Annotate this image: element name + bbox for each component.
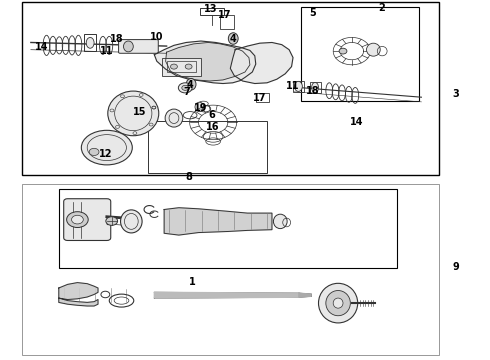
- Text: 1: 1: [189, 276, 196, 287]
- Circle shape: [178, 83, 192, 93]
- Text: 13: 13: [204, 4, 218, 14]
- FancyBboxPatch shape: [119, 40, 158, 53]
- Polygon shape: [230, 42, 293, 84]
- Text: 8: 8: [185, 172, 192, 182]
- Ellipse shape: [165, 109, 183, 127]
- Ellipse shape: [228, 33, 238, 44]
- Text: 12: 12: [98, 149, 112, 159]
- Bar: [148, 121, 267, 173]
- Ellipse shape: [326, 291, 350, 316]
- Circle shape: [185, 64, 192, 69]
- Circle shape: [89, 148, 99, 156]
- Bar: [220, 15, 234, 29]
- Bar: [167, 61, 196, 72]
- Polygon shape: [154, 292, 299, 298]
- Bar: [293, 81, 304, 92]
- Text: 4: 4: [229, 34, 236, 44]
- Ellipse shape: [333, 298, 343, 308]
- Text: 4: 4: [187, 80, 194, 90]
- Text: 10: 10: [150, 32, 164, 42]
- Polygon shape: [164, 208, 272, 235]
- Bar: [301, 7, 419, 101]
- Text: 18: 18: [306, 86, 319, 96]
- Text: 5: 5: [309, 8, 316, 18]
- Polygon shape: [299, 293, 311, 297]
- Ellipse shape: [86, 37, 94, 48]
- Text: 11: 11: [286, 81, 300, 91]
- Circle shape: [171, 64, 177, 69]
- Text: 6: 6: [208, 110, 215, 120]
- Ellipse shape: [108, 91, 159, 136]
- Circle shape: [339, 48, 347, 54]
- Ellipse shape: [273, 214, 287, 229]
- Text: 3: 3: [452, 89, 459, 99]
- Text: 18: 18: [110, 34, 123, 44]
- Ellipse shape: [318, 283, 358, 323]
- Ellipse shape: [367, 43, 380, 56]
- Circle shape: [182, 85, 189, 90]
- Ellipse shape: [312, 82, 318, 93]
- Ellipse shape: [81, 130, 132, 165]
- Bar: [59, 189, 397, 268]
- Polygon shape: [166, 42, 250, 81]
- Ellipse shape: [195, 102, 204, 112]
- Text: 2: 2: [378, 3, 385, 13]
- Text: 17: 17: [218, 10, 231, 20]
- Text: 19: 19: [194, 103, 208, 113]
- Bar: [256, 93, 269, 102]
- Text: 11: 11: [100, 46, 114, 56]
- Text: 16: 16: [206, 122, 220, 132]
- Polygon shape: [59, 283, 98, 306]
- Polygon shape: [154, 41, 256, 84]
- Text: 14: 14: [35, 42, 49, 52]
- Circle shape: [72, 215, 83, 224]
- Bar: [84, 34, 96, 51]
- Ellipse shape: [186, 78, 196, 90]
- FancyBboxPatch shape: [64, 199, 111, 240]
- Bar: [22, 184, 439, 355]
- Bar: [200, 8, 224, 15]
- Bar: [310, 82, 321, 93]
- Text: 9: 9: [452, 262, 459, 272]
- Ellipse shape: [294, 81, 302, 91]
- Circle shape: [106, 217, 118, 225]
- Ellipse shape: [123, 41, 133, 52]
- Ellipse shape: [121, 210, 142, 233]
- Circle shape: [67, 212, 88, 228]
- Bar: [162, 58, 201, 76]
- Bar: [22, 2, 439, 175]
- Text: 14: 14: [350, 117, 364, 127]
- Text: 15: 15: [133, 107, 147, 117]
- Text: 17: 17: [253, 93, 267, 103]
- Text: 7: 7: [184, 87, 191, 97]
